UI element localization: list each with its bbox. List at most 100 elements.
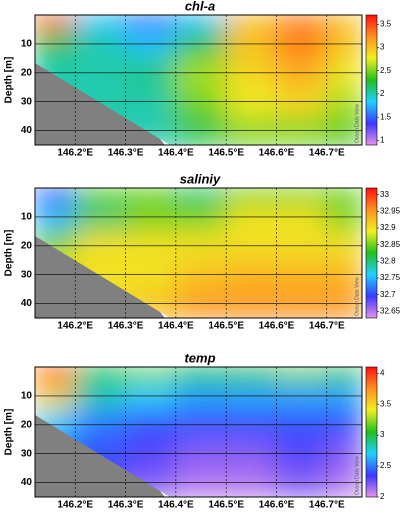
colorbar [365,14,378,146]
colorbar-label: 3 [380,430,385,439]
x-tick-label: 146.4°E [158,500,194,511]
cell [35,31,77,60]
cell [275,438,328,472]
cell [225,188,278,207]
plot-frame [34,366,363,498]
colorbar-label: 3 [380,43,385,52]
cell [275,291,328,318]
colorbar [365,366,378,498]
x-tick-label: 146.5°E [208,148,244,159]
y-tick-label: 40 [21,477,33,488]
colorbar-label: 32.7 [380,290,396,299]
field-clip [35,367,362,497]
cell [225,118,278,145]
y-tick-label: 20 [21,240,33,251]
cell [124,31,177,60]
panel: chl-a 146.2°E 146.3°E 146.4°E 146.5°E 146.6°E… [4,0,392,159]
colorbar-label: 3.5 [380,399,392,408]
cell [225,259,278,293]
panel: temp 146.2°E 146.3°E 146.4°E 146.5°E 146.6°E 1… [4,350,392,510]
colorbar-label: 4 [380,368,385,377]
panel-title: temp [184,350,215,365]
cell [325,383,362,412]
cell [124,188,177,207]
x-tick-label: 146.2°E [57,500,93,511]
panel: saliniy 146.2°E 146.3°E 146.4°E 146.5°E 146.6… [4,171,400,331]
y-tick-label: 10 [21,391,33,402]
y-axis-label: Depth [m] [4,409,15,456]
cell [74,383,127,412]
y-tick-label: 30 [21,448,33,459]
watermark: Ocean Data View [354,277,360,316]
x-tick-label: 146.6°E [259,148,295,159]
cell [35,188,77,207]
seafloor-edge [160,139,170,145]
colorbar-label: 2 [380,492,385,501]
cell [225,291,278,318]
colorbar-label: 32.85 [380,240,400,249]
cell [225,470,278,497]
y-tick-label: 40 [21,298,33,309]
cell [275,118,328,145]
cell [275,367,328,386]
cell [275,204,328,233]
colorbar-label: 2.5 [380,66,392,75]
cell [174,86,228,120]
cell [325,438,362,472]
cell [225,438,278,472]
cell [124,259,177,293]
seafloor-edge [160,312,170,318]
x-tick-label: 146.4°E [158,148,194,159]
x-tick-label: 146.2°E [57,148,93,159]
cell [174,438,228,472]
field-clip [35,15,362,145]
y-tick-label: 30 [21,269,33,280]
x-tick-label: 146.2°E [57,321,93,332]
cell [124,367,177,386]
cell [275,188,328,207]
field-clip [35,188,362,318]
cell [74,31,127,60]
cell [325,470,362,497]
cell [325,367,362,386]
cell [174,31,228,60]
y-axis-label: Depth [m] [4,230,15,277]
colorbar-label: 32.65 [380,306,400,315]
cell [225,383,278,412]
cell [35,15,77,34]
colorbar-label: 3.5 [380,19,392,28]
colorbar-label: 33 [380,190,389,199]
x-tick-label: 146.5°E [208,321,244,332]
cell [74,204,127,233]
colorbar [365,187,378,319]
cell [124,86,177,120]
seafloor [35,236,170,318]
x-tick-label: 146.3°E [108,148,144,159]
cell [275,470,328,497]
plot-frame [34,14,363,146]
x-tick-label: 146.6°E [259,321,295,332]
cell [35,204,77,233]
seafloor [35,415,170,497]
y-tick-label: 10 [21,212,33,223]
cell [325,204,362,233]
cell [225,15,278,34]
cell [225,367,278,386]
cell [124,15,177,34]
cell [174,470,228,497]
colorbar-label: 32.75 [380,273,400,282]
cell [325,188,362,207]
x-tick-label: 146.3°E [108,500,144,511]
y-tick-label: 20 [21,67,33,78]
y-axis-label: Depth [m] [4,57,15,104]
cell [325,31,362,60]
panel-title: saliniy [180,171,221,186]
cell [275,31,328,60]
colorbar-label: 32.9 [380,223,396,232]
cell [74,15,127,34]
cell [225,204,278,233]
x-tick-label: 146.7°E [309,148,345,159]
y-tick-label: 10 [21,39,33,50]
cell [124,438,177,472]
watermark: Ocean Data View [354,104,360,143]
